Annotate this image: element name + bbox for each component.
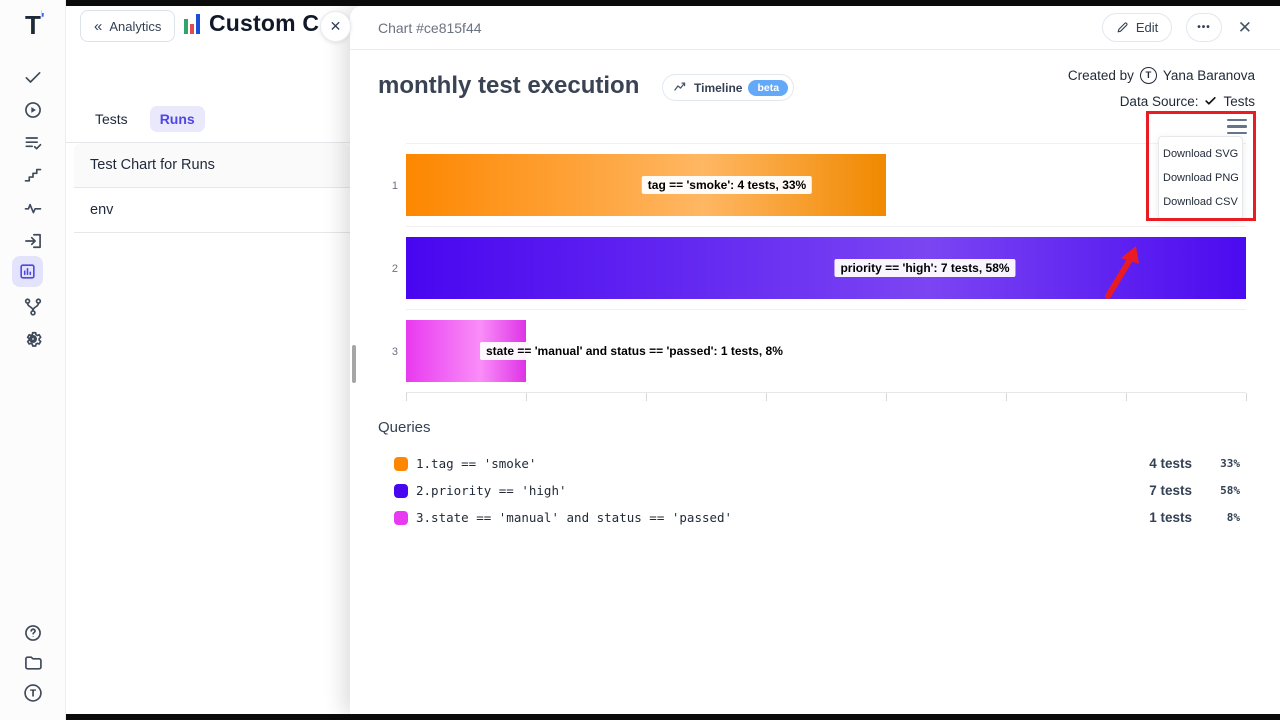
y-tick-1: 1: [391, 179, 398, 192]
tab-tests[interactable]: Tests: [95, 111, 128, 127]
icon-rail: T ': [0, 0, 66, 720]
menu-item-download-csv[interactable]: Download CSV: [1163, 196, 1238, 208]
drawer-header: Chart #ce815f44 Edit ••• ✕: [350, 6, 1280, 50]
tests-runs-tabs: Tests Runs: [85, 106, 205, 132]
query-tests-count: 4 tests: [1149, 456, 1192, 471]
logo-circle-icon[interactable]: T: [22, 682, 44, 704]
bar-label-priority-high: priority == 'high': 7 tests, 58%: [834, 259, 1016, 277]
x-axis-tick: [526, 393, 527, 401]
query-percent: 33%: [1220, 457, 1240, 470]
query-text: 1.tag == 'smoke': [416, 456, 537, 471]
x-axis-tick: [1006, 393, 1007, 401]
author-avatar: T: [1139, 67, 1157, 84]
trend-line-icon: [674, 82, 686, 91]
bar-manual-passed[interactable]: state == 'manual' and status == 'passed'…: [406, 320, 789, 382]
menu-item-download-png[interactable]: Download PNG: [1163, 172, 1239, 184]
list-check-icon[interactable]: [22, 132, 44, 154]
x-axis-tick: [1246, 393, 1247, 401]
drawer-close-button[interactable]: ✕: [1237, 17, 1252, 37]
edit-button-label: Edit: [1135, 20, 1159, 35]
x-axis-tick: [406, 393, 407, 401]
chart-row-3: 3 state == 'manual' and status == 'passe…: [392, 309, 1246, 392]
chart-drawer: Chart #ce815f44 Edit ••• ✕ monthly test …: [350, 6, 1280, 714]
analytics-icon[interactable]: [12, 256, 43, 287]
author-name: Yana Baranova: [1162, 68, 1255, 83]
timeline-toggle[interactable]: Timeline beta: [662, 74, 795, 101]
git-branch-icon[interactable]: [22, 296, 44, 318]
query-percent: 8%: [1226, 511, 1240, 524]
list-item-test-chart-for-runs[interactable]: Test Chart for Runs: [74, 143, 350, 188]
tab-runs[interactable]: Runs: [149, 106, 205, 132]
query-color-swatch: [394, 510, 408, 525]
timeline-label: Timeline: [694, 80, 743, 95]
x-axis-tick: [1126, 393, 1127, 401]
chart-list: Test Chart for Runs env: [74, 143, 350, 233]
check-icon[interactable]: [22, 66, 44, 88]
chart-meta: Created by T Yana Baranova Data Source: …: [1068, 65, 1255, 117]
bar-chart: 1 tag == 'smoke': 4 tests, 33% 2 priorit…: [392, 143, 1247, 401]
drawer-edge-close-button[interactable]: ✕: [320, 11, 351, 42]
chart-id: Chart #ce815f44: [378, 19, 482, 36]
settings-icon[interactable]: [22, 328, 44, 350]
bar-priority-high[interactable]: priority == 'high': 7 tests, 58%: [406, 237, 1246, 299]
svg-text:T: T: [29, 689, 35, 700]
help-icon[interactable]: [22, 622, 44, 644]
steps-icon[interactable]: [22, 164, 44, 186]
query-tests-count: 1 tests: [1149, 510, 1192, 525]
chart-menu-icon[interactable]: [1227, 119, 1247, 134]
query-percent: 58%: [1220, 484, 1240, 497]
chevron-left-icon: «: [94, 17, 103, 35]
close-icon: ✕: [329, 18, 342, 34]
y-tick-3: 3: [391, 345, 398, 358]
x-axis-tick: [766, 393, 767, 401]
list-item-env[interactable]: env: [74, 188, 350, 233]
chart-row-1: 1 tag == 'smoke': 4 tests, 33%: [392, 143, 1246, 226]
back-to-analytics-button[interactable]: « Analytics: [80, 10, 176, 42]
x-axis-tick: [886, 393, 887, 401]
bar-smoke[interactable]: tag == 'smoke': 4 tests, 33%: [406, 154, 886, 216]
chart-colored-icon: [184, 11, 201, 37]
drawer-scrollbar[interactable]: [352, 345, 356, 383]
ellipsis-icon: •••: [1197, 22, 1211, 33]
pencil-icon: [1117, 22, 1128, 33]
page-title: Custom C: [209, 10, 320, 36]
play-circle-icon[interactable]: [22, 99, 44, 121]
query-row: 1.tag == 'smoke' 4 tests 33%: [378, 450, 1252, 477]
tests-check-icon: [1204, 94, 1217, 110]
queries-heading: Queries: [378, 419, 431, 436]
created-by-label: Created by: [1067, 68, 1134, 83]
data-source-label: Data Source:: [1119, 94, 1199, 109]
bar-label-manual-passed: state == 'manual' and status == 'passed'…: [480, 342, 789, 360]
menu-item-download-svg[interactable]: Download SVG: [1163, 148, 1239, 160]
x-axis: [406, 392, 1247, 401]
beta-badge: beta: [748, 79, 789, 96]
chart-title: monthly test execution: [378, 72, 640, 99]
chart-row-2: 2 priority == 'high': 7 tests, 58%: [392, 226, 1246, 309]
query-tests-count: 7 tests: [1149, 483, 1192, 498]
bar-label-smoke: tag == 'smoke': 4 tests, 33%: [641, 176, 813, 194]
more-actions-button[interactable]: •••: [1186, 13, 1222, 42]
back-button-label: Analytics: [109, 18, 162, 34]
queries-list: 1.tag == 'smoke' 4 tests 33% 2.priority …: [378, 450, 1252, 531]
activity-icon[interactable]: [22, 197, 44, 219]
logo-accent: ': [40, 10, 45, 27]
query-text: 3.state == 'manual' and status == 'passe…: [416, 510, 733, 525]
edit-button[interactable]: Edit: [1101, 13, 1173, 42]
query-row: 3.state == 'manual' and status == 'passe…: [378, 504, 1252, 531]
sign-in-icon[interactable]: [22, 230, 44, 252]
query-color-swatch: [394, 483, 408, 498]
data-source-value: Tests: [1223, 94, 1255, 109]
y-tick-2: 2: [391, 262, 398, 275]
download-menu: Download SVG Download PNG Download CSV: [1158, 136, 1243, 220]
folder-icon[interactable]: [22, 652, 44, 674]
query-row: 2.priority == 'high' 7 tests 58%: [378, 477, 1252, 504]
query-color-swatch: [394, 456, 408, 471]
query-text: 2.priority == 'high': [416, 483, 567, 498]
app-logo[interactable]: T ': [25, 10, 45, 40]
x-axis-tick: [646, 393, 647, 401]
